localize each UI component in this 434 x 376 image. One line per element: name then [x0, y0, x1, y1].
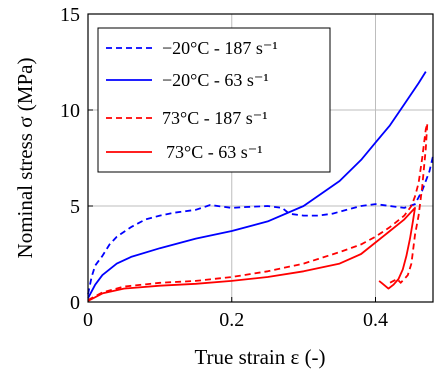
x-tick-label: 0	[83, 309, 93, 331]
series-line-1	[87, 155, 434, 295]
ticks: 0 0.2 0.4 0 5 10 15	[60, 4, 388, 331]
series-line-3	[87, 122, 429, 301]
legend-box	[97, 27, 331, 173]
plot-frame	[87, 13, 434, 303]
x-tick-label: 0.2	[219, 309, 244, 331]
series-line-4	[87, 207, 416, 302]
legend-label-series-1: −20°C - 187 s⁻¹	[162, 38, 278, 58]
legend-label-series-3: 73°C - 187 s⁻¹	[162, 108, 268, 128]
legend-label-series-2: −20°C - 63 s⁻¹	[162, 70, 269, 90]
y-axis-label: Nominal stress σ (MPa)	[13, 58, 37, 259]
legend: −20°C - 187 s⁻¹ −20°C - 63 s⁻¹ 73°C - 18…	[97, 27, 331, 173]
series-group	[87, 71, 434, 302]
x-tick-label: 0.4	[363, 309, 388, 331]
y-tick-label: 15	[60, 4, 80, 26]
y-tick-label: 5	[70, 196, 80, 218]
x-axis-label: True strain ε (-)	[194, 345, 325, 369]
legend-label-series-4: 73°C - 63 s⁻¹	[166, 142, 263, 162]
series-line-2	[87, 71, 427, 299]
y-tick-label: 10	[60, 100, 80, 122]
y-tick-label: 0	[70, 292, 80, 314]
